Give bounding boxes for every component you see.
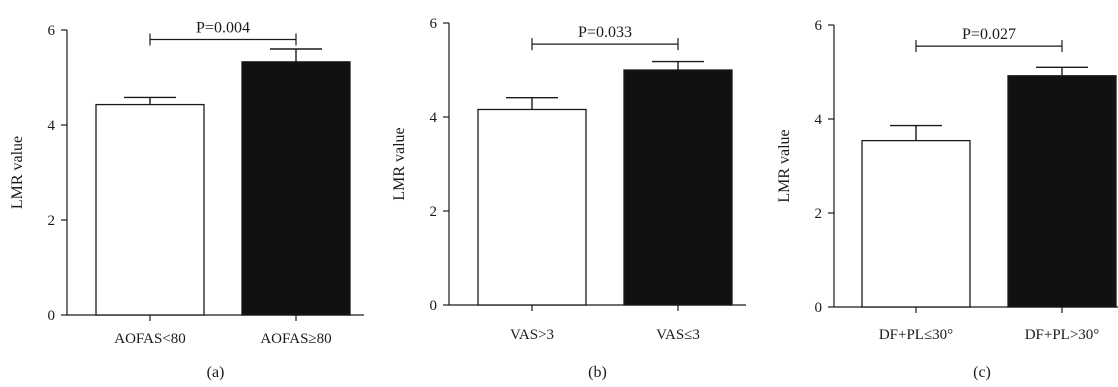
y-tick-label: 4 (815, 112, 823, 128)
bar-1 (477, 108, 587, 306)
bar-2 (1007, 75, 1117, 308)
p-value-label: P=0.004 (196, 20, 250, 37)
error-bar-2 (652, 60, 704, 70)
bar-1 (861, 139, 971, 308)
bar-2 (241, 61, 351, 316)
y-tick-label: 6 (430, 16, 438, 32)
category-label: VAS>3 (510, 327, 554, 343)
y-tick-label: 2 (48, 213, 56, 229)
chart-panel-3: 0 2 4 6 LMR value DF+PL≤30° DF+PL>30° P=0.027 (c… (776, 18, 1118, 381)
y-tick-label: 6 (48, 23, 56, 39)
category-label: DF+PL≤30° (879, 327, 953, 343)
y-tick-label: 2 (815, 206, 823, 222)
y-tick-label: 4 (430, 110, 438, 126)
bar-2 (623, 69, 733, 306)
panel-label: (b) (588, 364, 607, 381)
error-bar-1 (506, 97, 558, 110)
y-tick-label: 0 (815, 300, 823, 316)
category-label: AOFAS<80 (114, 331, 186, 347)
significance-bracket (531, 38, 679, 51)
error-bar-1 (890, 124, 942, 141)
y-tick-label: 0 (48, 308, 56, 324)
y-axis-label: LMR value (9, 136, 26, 209)
category-label: DF+PL>30° (1025, 327, 1100, 343)
p-value-label: P=0.033 (578, 24, 632, 41)
panel-label: (c) (973, 364, 991, 381)
y-tick-label: 6 (815, 18, 823, 34)
significance-bracket (149, 33, 297, 46)
category-label: AOFAS≥80 (260, 331, 331, 347)
significance-bracket (915, 40, 1063, 53)
error-bar-2 (270, 48, 322, 62)
y-tick-label: 0 (430, 298, 438, 314)
bar-1 (95, 103, 205, 316)
y-axis-label: LMR value (776, 129, 793, 202)
error-bar-2 (1036, 66, 1088, 76)
y-tick-label: 4 (48, 118, 56, 134)
chart-panel-2: 0 2 4 6 LMR value VAS>3 VAS≤3 P=0.033 (b) (391, 16, 746, 381)
y-axis-label: LMR value (391, 127, 408, 200)
panel-label: (a) (207, 364, 225, 381)
error-bar-1 (124, 96, 176, 105)
y-tick-label: 2 (430, 204, 438, 220)
chart-panel-1: 0 2 4 6 LMR value AOFAS<80 AOFAS≥80 P=0.004 (a) (9, 20, 364, 381)
category-label: VAS≤3 (656, 327, 700, 343)
p-value-label: P=0.027 (962, 26, 1016, 43)
